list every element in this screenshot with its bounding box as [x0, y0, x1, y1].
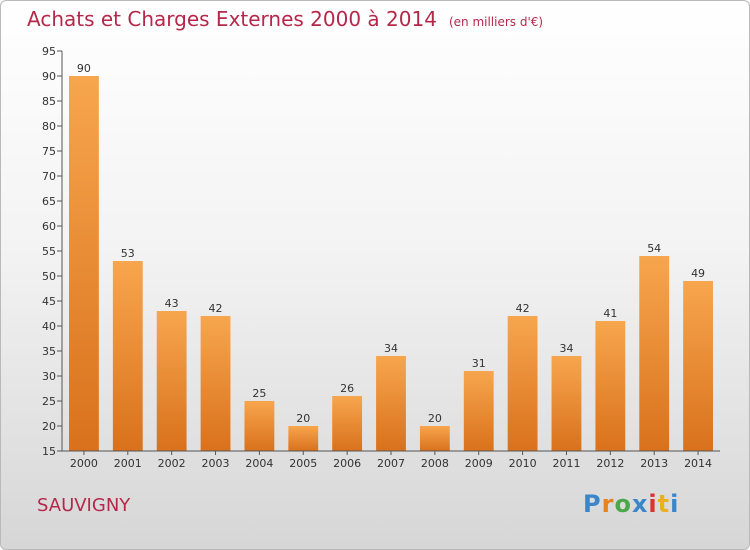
x-tick-label: 2001 — [114, 457, 142, 470]
logo-letter: o — [614, 490, 632, 518]
y-tick-label: 50 — [42, 270, 56, 283]
bar-value-label: 41 — [603, 307, 617, 320]
y-tick-label: 70 — [42, 170, 56, 183]
bar — [507, 316, 538, 451]
bar — [69, 76, 99, 451]
bar-value-label: 34 — [559, 342, 573, 355]
x-tick-label: 2011 — [552, 457, 580, 470]
bar-value-label: 42 — [209, 302, 223, 315]
bar-value-label: 49 — [691, 267, 705, 280]
x-tick-label: 2010 — [509, 457, 537, 470]
y-tick-label: 30 — [42, 370, 56, 383]
bar — [639, 256, 670, 451]
bar — [156, 311, 187, 451]
y-tick-label: 95 — [42, 45, 56, 58]
x-tick-label: 2014 — [684, 457, 712, 470]
bar-value-label: 54 — [647, 242, 661, 255]
logo-letter: r — [601, 490, 615, 518]
y-tick-label: 40 — [42, 320, 56, 333]
bar — [551, 356, 582, 451]
x-tick-label: 2009 — [465, 457, 493, 470]
chart-subtitle: (en milliers d'€) — [448, 15, 544, 29]
logo-letter: x — [631, 490, 649, 518]
bar — [376, 356, 406, 451]
y-tick-label: 75 — [42, 145, 56, 158]
y-tick-label: 55 — [42, 245, 56, 258]
bar-value-label: 42 — [516, 302, 530, 315]
x-tick-label: 2013 — [640, 457, 668, 470]
bar — [200, 316, 231, 451]
bar-value-label: 31 — [472, 357, 486, 370]
bar — [683, 281, 713, 451]
chart-title: Achats et Charges Externes 2000 à 2014 (e… — [27, 7, 543, 31]
bar-value-label: 34 — [384, 342, 398, 355]
x-tick-label: 2002 — [158, 457, 186, 470]
bar — [419, 426, 450, 451]
bar-value-label: 43 — [165, 297, 179, 310]
logo-letter: P — [583, 490, 602, 518]
x-tick-label: 2006 — [333, 457, 361, 470]
bar-value-label: 20 — [296, 412, 310, 425]
logo-letter: i — [670, 490, 680, 518]
bar-value-label: 20 — [428, 412, 442, 425]
x-tick-label: 2008 — [421, 457, 449, 470]
bar-value-label: 90 — [77, 62, 91, 75]
y-tick-label: 60 — [42, 220, 56, 233]
proxiti-logo: Proxiti — [583, 490, 679, 518]
title-text: Achats et Charges Externes 2000 à 2014 — [27, 7, 437, 31]
bar — [288, 426, 319, 451]
y-tick-label: 20 — [42, 420, 56, 433]
y-tick-label: 25 — [42, 395, 56, 408]
bar — [244, 401, 275, 451]
x-tick-label: 2007 — [377, 457, 405, 470]
x-tick-label: 2012 — [596, 457, 624, 470]
y-tick-label: 85 — [42, 95, 56, 108]
y-tick-label: 90 — [42, 70, 56, 83]
x-tick-label: 2003 — [202, 457, 230, 470]
bar-value-label: 53 — [121, 247, 135, 260]
bar-value-label: 26 — [340, 382, 354, 395]
town-name: SAUVIGNY — [37, 495, 131, 516]
y-tick-label: 35 — [42, 345, 56, 358]
y-tick-label: 45 — [42, 295, 56, 308]
x-tick-label: 2005 — [289, 457, 317, 470]
x-tick-label: 2000 — [70, 457, 98, 470]
y-tick-label: 65 — [42, 195, 56, 208]
bar — [463, 371, 494, 451]
bar — [112, 261, 143, 451]
y-tick-label: 15 — [42, 445, 56, 458]
logo-letter: t — [657, 490, 671, 518]
logo-letter: i — [648, 490, 658, 518]
bar — [332, 396, 363, 451]
bar — [595, 321, 626, 451]
x-tick-label: 2004 — [245, 457, 273, 470]
bar-value-label: 25 — [252, 387, 266, 400]
y-tick-label: 80 — [42, 120, 56, 133]
